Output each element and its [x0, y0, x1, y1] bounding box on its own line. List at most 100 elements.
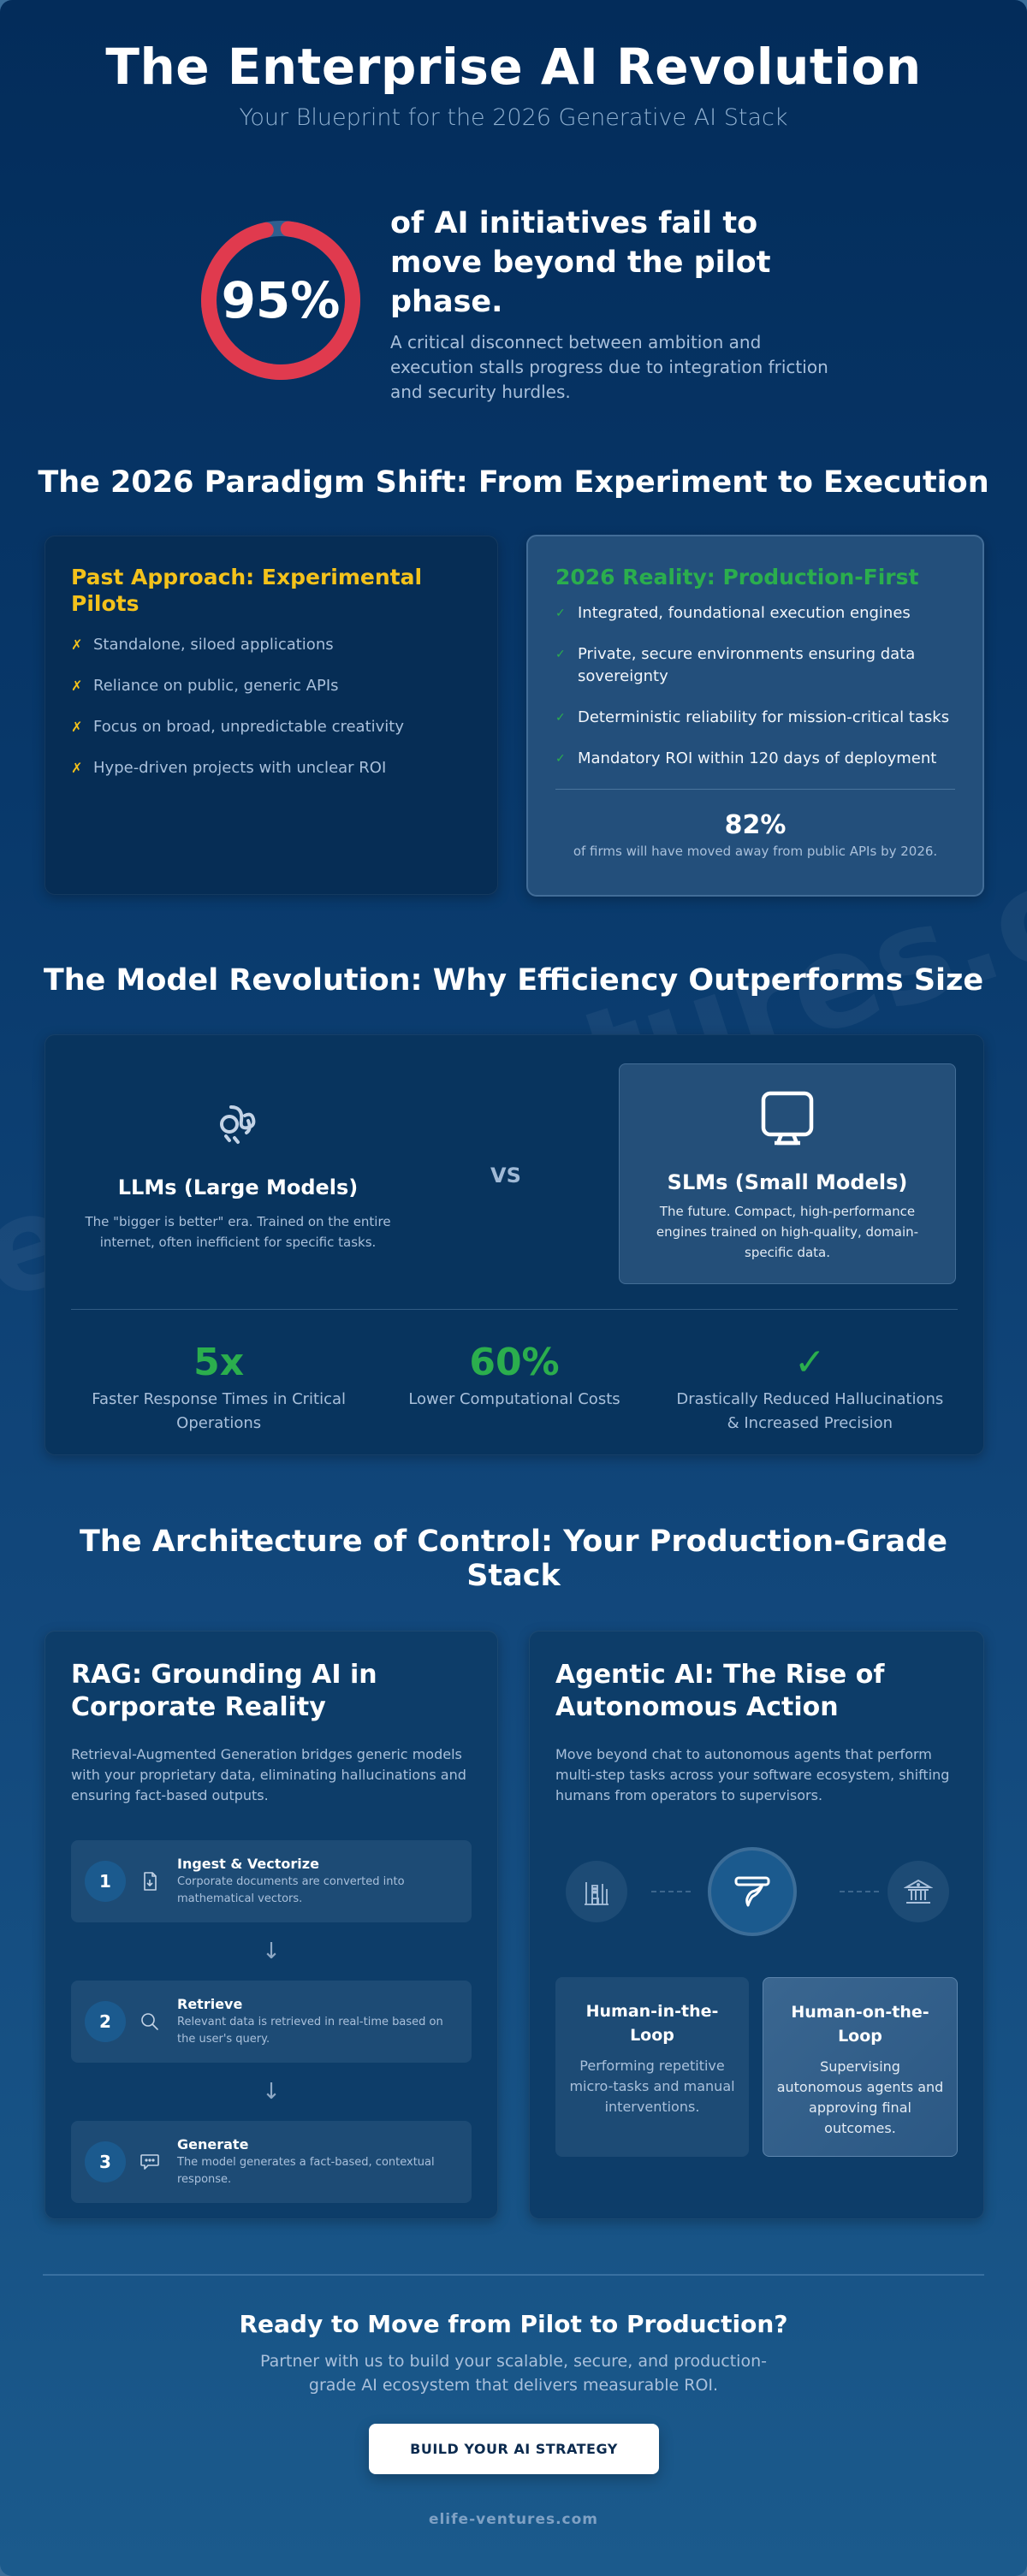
arrow-down-icon: ↓ — [262, 1939, 281, 1964]
step-description: Corporate documents are converted into m… — [177, 1874, 405, 1905]
list-item: ✓ Mandatory ROI within 120 days of deploy… — [555, 748, 955, 770]
list-item: ✓ Private, secure environments ensuring d… — [555, 643, 955, 688]
bank-icon — [904, 1879, 933, 1904]
hero-stat-value: 95% — [221, 271, 341, 329]
loop-comparison: Human-in-the-Loop Performing repetitive … — [555, 1977, 958, 2157]
model-comparison-panel: LLMs (Large Models) The "bigger is bette… — [45, 1034, 984, 1455]
past-approach-list: ✗ Standalone, siloed applications ✗ Relian… — [71, 634, 472, 779]
footer-url[interactable]: elife-ventures.com — [428, 2511, 599, 2528]
agentic-title: Agentic AI: The Rise of Autonomous Actio… — [555, 1660, 885, 1722]
list-item: ✓ Deterministic reliability for mission-c… — [555, 707, 955, 729]
rag-description: Retrieval-Augmented Generation bridges g… — [71, 1746, 466, 1803]
section-title-paradigm: The 2026 Paradigm Shift: From Experiment… — [38, 465, 989, 500]
list-item-text: Standalone, siloed applications — [93, 636, 334, 654]
list-item-text: Integrated, foundational execution engin… — [578, 604, 911, 622]
metric-label: Faster Response Times in Critical Operat… — [92, 1390, 347, 1432]
list-item-text: Focus on broad, unpredictable creativity — [93, 718, 404, 736]
bank-node — [887, 1861, 949, 1922]
hero-description: A critical disconnect between ambition a… — [390, 332, 828, 402]
agentic-description: Move beyond chat to autonomous agents th… — [555, 1746, 950, 1803]
connector-line — [651, 1891, 691, 1892]
human-in-the-loop-card: Human-in-the-Loop Performing repetitive … — [555, 1977, 749, 2157]
metric-item: ✓ Drastically Reduced Hallucinations & I… — [662, 1341, 958, 1436]
metric-value: 60% — [469, 1341, 560, 1384]
x-mark-icon: ✗ — [71, 637, 83, 653]
step-description: Relevant data is retrieved in real-time … — [177, 2015, 443, 2046]
step-title: Generate — [177, 2135, 249, 2153]
efficiency-metrics: 5x Faster Response Times in Critical Ope… — [71, 1341, 958, 1436]
check-mark-icon: ✓ — [793, 1341, 826, 1384]
step-number: 3 — [85, 2141, 126, 2182]
search-icon — [141, 2013, 158, 2030]
list-item: ✗ Standalone, siloed applications — [71, 634, 472, 656]
production-first-card: 2026 Reality: Production-First ✓ Integrat… — [526, 535, 984, 897]
loop-description: Supervising autonomous agents and approv… — [776, 2058, 944, 2136]
public-api-stat-label: of firms will have moved away from publi… — [573, 844, 938, 859]
step-number: 2 — [85, 2001, 126, 2042]
rag-step: 3 Generate The model generates a fact-ba… — [71, 2121, 472, 2203]
human-on-the-loop-card: Human-on-the-Loop Supervising autonomous… — [763, 1977, 958, 2157]
loop-description: Performing repetitive micro-tasks and ma… — [569, 2058, 735, 2115]
x-mark-icon: ✗ — [71, 760, 83, 776]
list-item: ✗ Hype-driven projects with unclear ROI — [71, 757, 472, 779]
loop-title: Human-on-the-Loop — [791, 2003, 929, 2046]
list-item: ✓ Integrated, foundational execution engi… — [555, 602, 955, 625]
step-text: Retrieve Relevant data is retrieved in r… — [177, 1996, 458, 2048]
list-item-text: Private, secure environments ensuring da… — [578, 645, 916, 685]
list-item: ✗ Focus on broad, unpredictable creativit… — [71, 716, 472, 738]
agent-node — [708, 1847, 797, 1936]
monitor-icon — [761, 1091, 814, 1146]
step-text: Ingest & Vectorize Corporate documents a… — [177, 1856, 458, 1908]
page-subtitle: Your Blueprint for the 2026 Generative A… — [239, 104, 788, 131]
agent-flow-diagram — [555, 1840, 958, 1943]
step-title: Ingest & Vectorize — [177, 1855, 319, 1872]
rag-card: RAG: Grounding AI in Corporate Reality R… — [45, 1631, 498, 2219]
llm-title: LLMs (Large Models) — [117, 1175, 359, 1199]
step-number: 1 — [85, 1861, 126, 1902]
x-mark-icon: ✗ — [71, 678, 83, 694]
public-api-stat-value: 82% — [724, 810, 787, 840]
list-item-text: Reliance on public, generic APIs — [93, 677, 339, 695]
build-ai-strategy-button[interactable]: BUILD YOUR AI STRATEGY — [369, 2424, 659, 2474]
metric-value: 5x — [193, 1341, 245, 1384]
metric-item: 60% Lower Computational Costs — [366, 1341, 662, 1436]
past-approach-title: Past Approach: Experimental Pilots — [71, 565, 423, 616]
list-item-text: Hype-driven projects with unclear ROI — [93, 759, 387, 777]
metric-label: Lower Computational Costs — [408, 1390, 620, 1408]
slm-block: SLMs (Small Models) The future. Compact,… — [619, 1063, 956, 1284]
hero-stat-text: of AI initiatives fail to move beyond th… — [390, 204, 835, 405]
section-title-models: The Model Revolution: Why Efficiency Out… — [43, 963, 984, 998]
check-mark-icon: ✓ — [555, 607, 566, 620]
past-approach-card: Past Approach: Experimental Pilots ✗ Stan… — [45, 536, 498, 895]
rag-step: 1 Ingest & Vectorize Corporate documents… — [71, 1840, 472, 1922]
divider — [555, 789, 955, 790]
section-title-architecture: The Architecture of Control: Your Produc… — [80, 1525, 947, 1593]
factory-node — [566, 1861, 627, 1922]
metric-label: Drastically Reduced Hallucinations & Inc… — [676, 1390, 944, 1432]
rag-title: RAG: Grounding AI in Corporate Reality — [71, 1660, 377, 1722]
chat-bubble-icon — [140, 2154, 159, 2170]
divider — [43, 2274, 984, 2276]
agentic-ai-card: Agentic AI: The Rise of Autonomous Actio… — [529, 1631, 984, 2219]
arrow-down-icon: ↓ — [262, 2079, 281, 2105]
factory-icon — [585, 1882, 608, 1905]
slm-description: The future. Compact, high-performance en… — [656, 1204, 919, 1260]
production-first-title: 2026 Reality: Production-First — [555, 565, 919, 589]
list-item-text: Deterministic reliability for mission-cr… — [578, 708, 950, 726]
production-first-list: ✓ Integrated, foundational execution engi… — [555, 602, 955, 770]
hero-headline: of AI initiatives fail to move beyond th… — [390, 206, 771, 319]
check-mark-icon: ✓ — [555, 711, 566, 725]
check-mark-icon: ✓ — [555, 752, 566, 766]
llm-block: LLMs (Large Models) The "bigger is bette… — [71, 1078, 405, 1252]
step-description: The model generates a fact-based, contex… — [177, 2155, 435, 2186]
check-mark-icon: ✓ — [555, 648, 566, 661]
list-item: ✗ Reliance on public, generic APIs — [71, 675, 472, 697]
vs-label: VS — [490, 1164, 521, 1187]
brain-icon — [220, 1105, 256, 1144]
list-item-text: Mandatory ROI within 120 days of deploym… — [578, 749, 937, 767]
document-download-icon — [144, 1872, 157, 1891]
step-text: Generate The model generates a fact-base… — [177, 2136, 458, 2188]
progress-ring-icon — [201, 221, 360, 380]
divider — [71, 1309, 958, 1310]
